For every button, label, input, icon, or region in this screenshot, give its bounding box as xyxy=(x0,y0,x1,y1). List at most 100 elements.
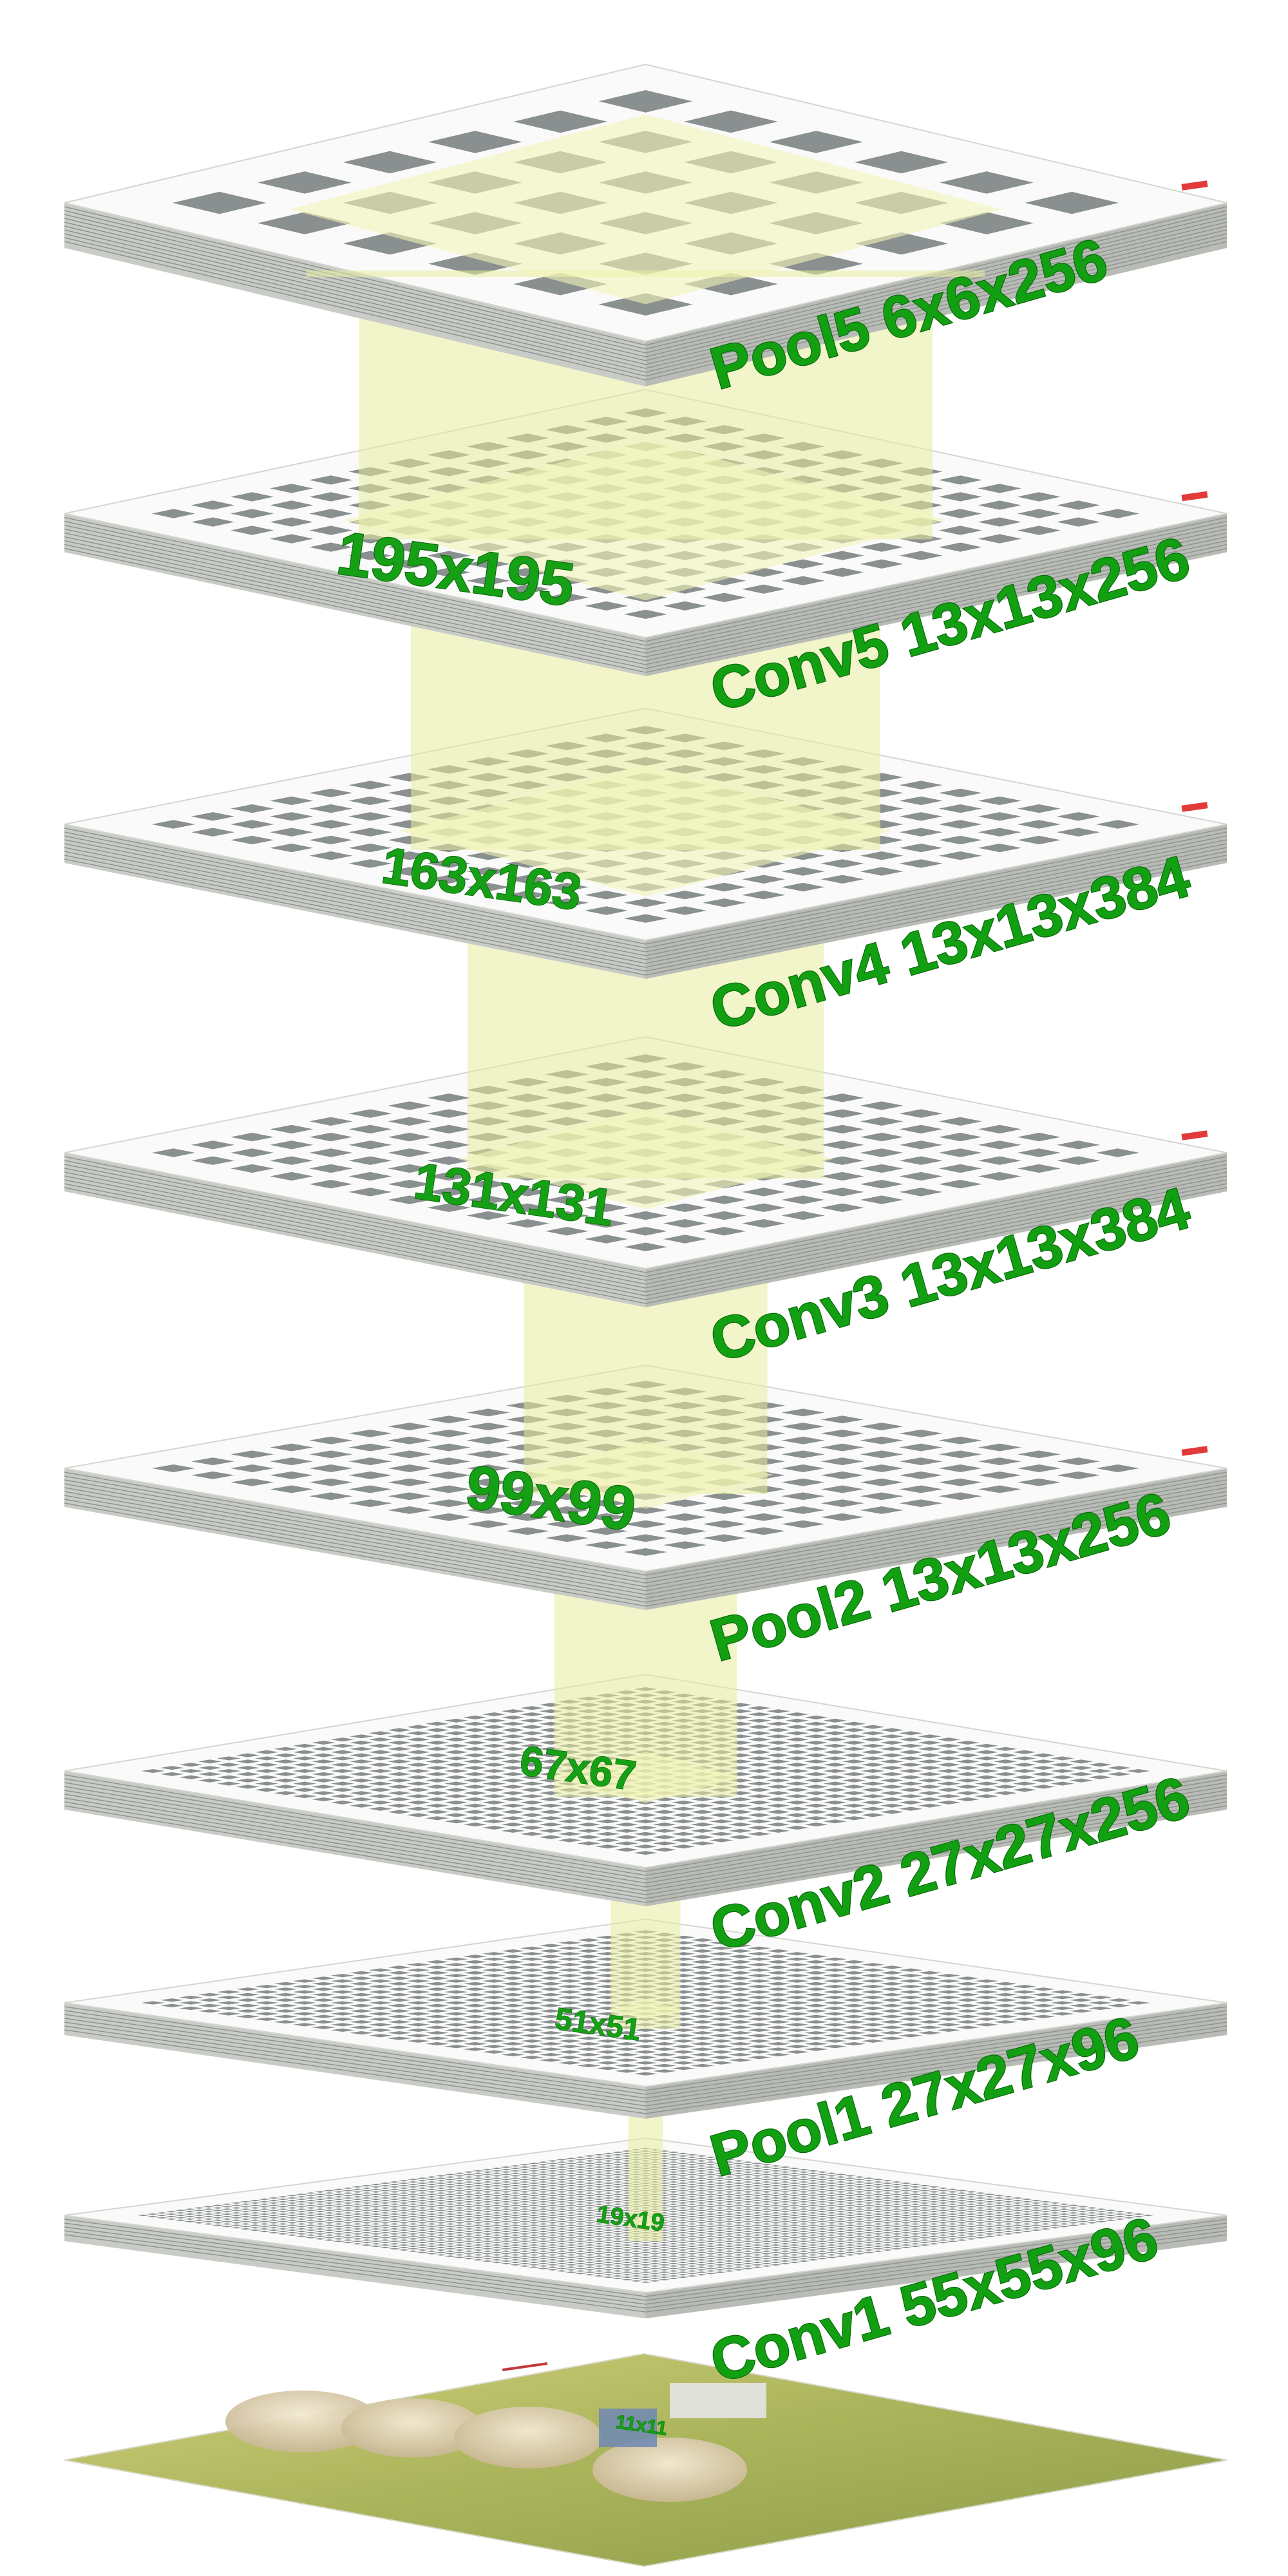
feature-cell xyxy=(518,2181,531,2183)
feature-cell xyxy=(267,2199,279,2202)
feature-cell xyxy=(918,1759,942,1764)
feature-cell xyxy=(918,2244,931,2246)
feature-cell xyxy=(853,2183,866,2186)
feature-cell xyxy=(444,1974,468,1978)
feature-cell xyxy=(652,2041,677,2046)
feature-cell xyxy=(274,1791,298,1795)
feature-cell xyxy=(835,2215,847,2218)
feature-cell xyxy=(602,2195,614,2197)
feature-cell xyxy=(407,2221,419,2222)
feature-cell xyxy=(379,2182,392,2184)
feature-cell xyxy=(583,2195,596,2197)
feature-cell xyxy=(1048,2222,1061,2224)
feature-cell xyxy=(558,1813,582,1817)
feature-cell xyxy=(583,2170,596,2172)
feature-cell xyxy=(714,2163,726,2164)
feature-cell xyxy=(714,2172,726,2174)
feature-cell xyxy=(974,1990,999,1994)
feature-cell xyxy=(798,2183,810,2186)
feature-cell xyxy=(350,2014,374,2018)
feature-cell xyxy=(823,1794,847,1799)
feature-cell xyxy=(249,2210,261,2211)
feature-cell xyxy=(453,2172,466,2174)
feature-cell xyxy=(482,2238,493,2240)
feature-cell xyxy=(574,2218,587,2220)
feature-cell xyxy=(558,1941,582,1945)
feature-cell xyxy=(426,2238,438,2240)
feature-cell xyxy=(842,1998,866,2002)
feature-cell xyxy=(844,2227,857,2229)
feature-cell xyxy=(361,2231,373,2234)
feature-cell xyxy=(891,2230,903,2233)
feature-cell xyxy=(732,2251,744,2253)
feature-cell xyxy=(861,2039,885,2043)
feature-cell xyxy=(974,2006,999,2011)
feature-cell xyxy=(463,2179,475,2181)
feature-cell xyxy=(816,2250,828,2252)
feature-cell xyxy=(788,2254,800,2256)
feature-cell xyxy=(918,1772,942,1776)
feature-cell xyxy=(630,2280,642,2282)
feature-cell xyxy=(652,1823,677,1827)
feature-cell xyxy=(742,2171,754,2173)
feature-cell xyxy=(835,2245,847,2248)
feature-cell xyxy=(593,2179,605,2181)
feature-cell xyxy=(918,2184,931,2187)
feature-cell xyxy=(751,2202,763,2204)
feature-cell xyxy=(361,2187,373,2189)
feature-cell xyxy=(379,2195,392,2197)
feature-cell xyxy=(444,1813,468,1817)
feature-cell xyxy=(709,2039,734,2043)
feature-cell xyxy=(614,1828,639,1833)
feature-cell xyxy=(732,2170,744,2172)
feature-cell xyxy=(1056,1471,1101,1479)
feature-cell xyxy=(909,2230,922,2233)
feature-cell xyxy=(891,2201,903,2203)
feature-cell xyxy=(520,1800,544,1804)
feature-cell xyxy=(539,1828,563,1833)
feature-cell xyxy=(574,2255,587,2257)
feature-cell xyxy=(274,1993,298,1996)
feature-cell xyxy=(804,2025,828,2029)
feature-cell xyxy=(785,2039,810,2043)
feature-cell xyxy=(482,1750,506,1754)
feature-cell xyxy=(212,2219,224,2221)
sheet-line xyxy=(64,2014,1227,2099)
feature-cell xyxy=(732,2259,744,2261)
feature-cell xyxy=(500,2191,512,2193)
feature-cell xyxy=(667,2213,679,2215)
feature-cell xyxy=(770,2199,782,2202)
feature-cell xyxy=(766,1949,790,1953)
feature-cell xyxy=(574,2230,587,2233)
feature-cell xyxy=(1021,2211,1033,2213)
feature-cell xyxy=(1048,2219,1061,2221)
feature-cell xyxy=(1048,2214,1061,2217)
feature-cell xyxy=(1012,1769,1036,1773)
feature-cell xyxy=(705,2201,717,2203)
feature-cell xyxy=(425,1791,450,1795)
feature-cell xyxy=(583,2217,596,2219)
feature-cell xyxy=(723,2166,735,2168)
feature-cell xyxy=(826,2184,838,2187)
feature-cell xyxy=(732,2264,744,2266)
feature-cell xyxy=(853,2215,866,2218)
feature-cell xyxy=(556,2213,568,2215)
feature-cell xyxy=(1021,2221,1033,2222)
sheet-line xyxy=(64,2010,1227,2095)
feature-cell xyxy=(593,2183,605,2186)
feature-cell xyxy=(658,2150,670,2152)
feature-cell xyxy=(1039,2223,1052,2225)
feature-cell xyxy=(583,2187,596,2189)
feature-cell xyxy=(312,1753,336,1757)
feature-cell xyxy=(500,2213,512,2215)
feature-cell xyxy=(602,2242,614,2244)
feature-cell xyxy=(705,2270,717,2272)
feature-cell xyxy=(370,2238,382,2240)
feature-cell xyxy=(565,2254,577,2256)
feature-cell xyxy=(314,2223,327,2225)
feature-cell xyxy=(779,2186,791,2188)
feature-cell xyxy=(1142,2214,1154,2217)
feature-cell xyxy=(387,1982,412,1985)
feature-cell xyxy=(788,2180,800,2182)
feature-cell xyxy=(826,2199,838,2202)
